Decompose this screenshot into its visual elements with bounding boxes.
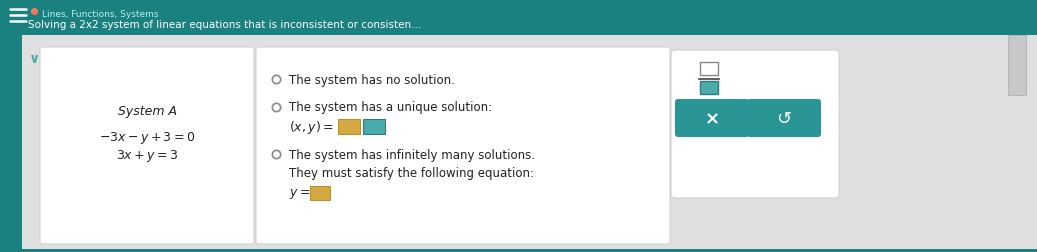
Text: Solving a 2x2 system of linear equations that is inconsistent or consisten...: Solving a 2x2 system of linear equations…	[28, 20, 421, 30]
Text: System A: System A	[117, 105, 176, 118]
Text: The system has no solution.: The system has no solution.	[289, 73, 455, 86]
FancyBboxPatch shape	[40, 48, 254, 244]
Bar	[338, 119, 360, 135]
Text: Lines, Functions, Systems: Lines, Functions, Systems	[43, 10, 159, 19]
Text: $(x, y) =$: $(x, y) =$	[289, 119, 334, 136]
Text: ∨: ∨	[29, 52, 40, 66]
Bar	[363, 119, 385, 135]
Text: ×: ×	[704, 110, 720, 128]
FancyBboxPatch shape	[747, 100, 821, 137]
Bar	[22, 36, 1037, 249]
Text: $y=$: $y=$	[289, 186, 310, 200]
Text: $3x+y=3$: $3x+y=3$	[116, 147, 178, 163]
Bar	[700, 63, 718, 76]
FancyBboxPatch shape	[256, 48, 670, 244]
FancyBboxPatch shape	[671, 51, 839, 198]
Text: $-3x-y+3=0$: $-3x-y+3=0$	[99, 130, 195, 145]
Bar	[310, 186, 330, 200]
Text: The system has a unique solution:: The system has a unique solution:	[289, 101, 493, 114]
Text: They must satisfy the following equation:: They must satisfy the following equation…	[289, 166, 534, 179]
FancyBboxPatch shape	[675, 100, 749, 137]
Text: ↺: ↺	[777, 110, 791, 128]
Bar	[1008, 36, 1026, 96]
Bar	[700, 82, 718, 94]
Text: The system has infinitely many solutions.: The system has infinitely many solutions…	[289, 148, 535, 161]
